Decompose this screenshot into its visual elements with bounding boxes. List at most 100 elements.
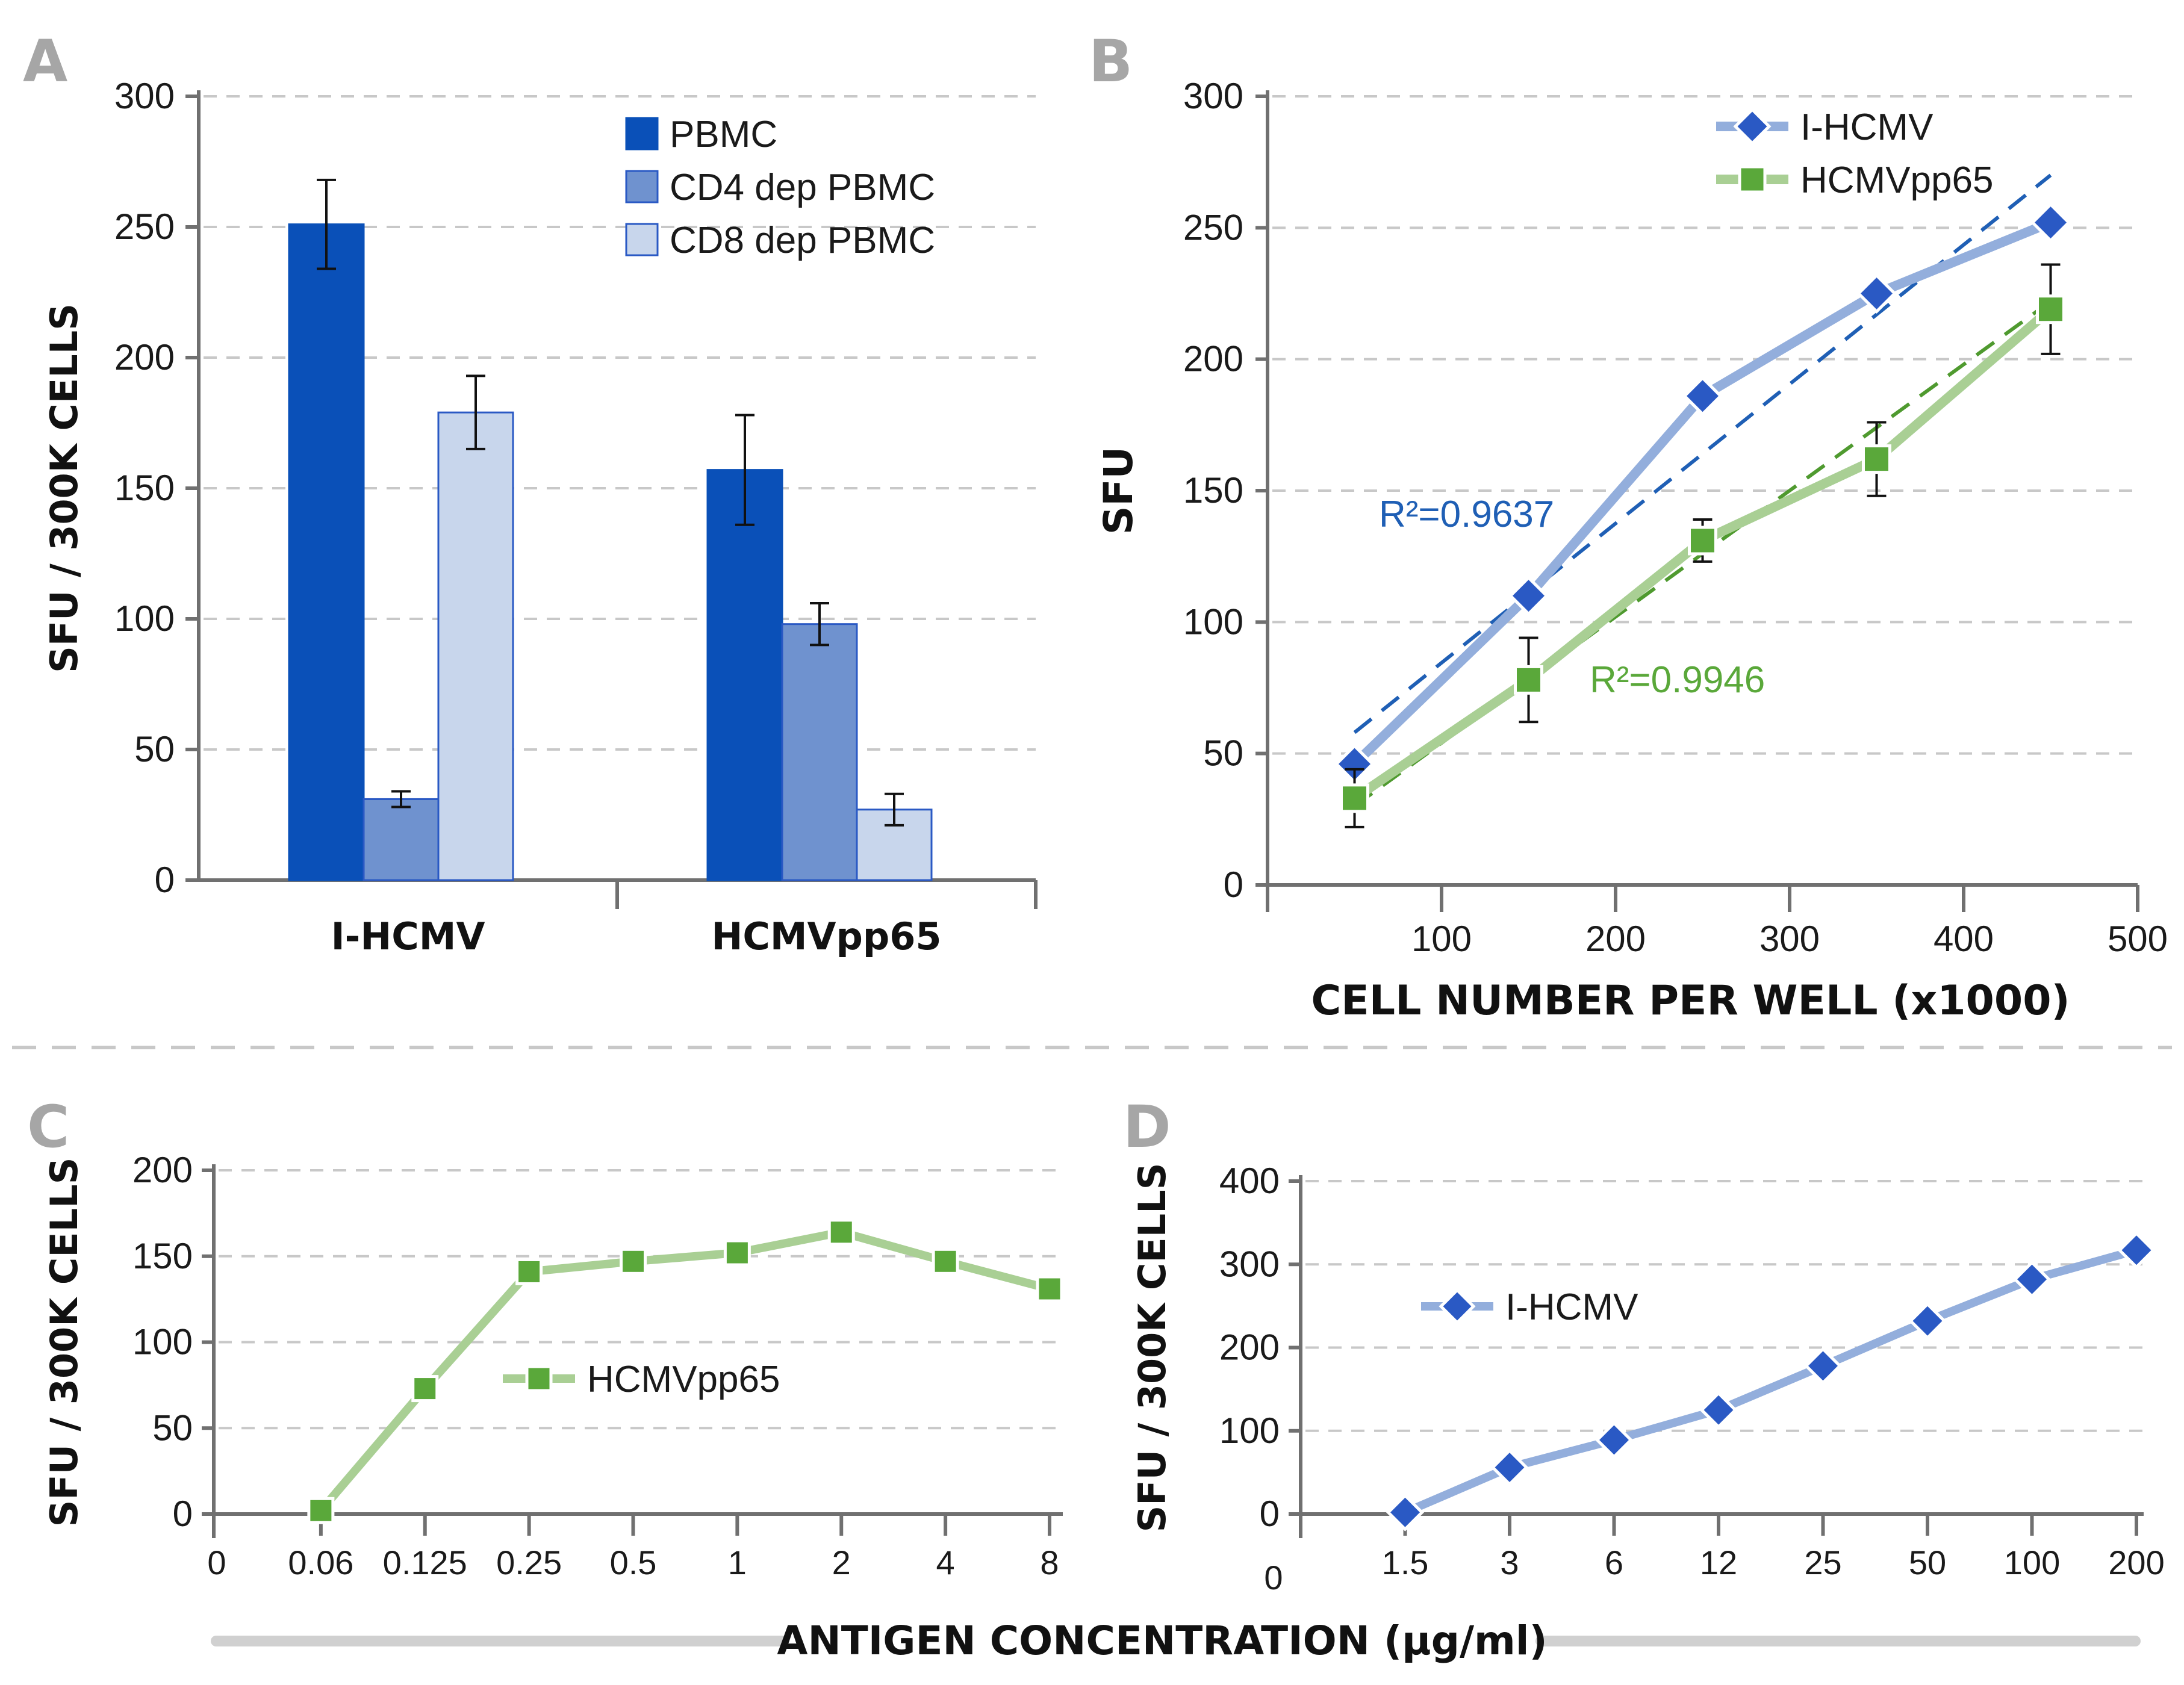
panel-b-legend-marker: [1738, 165, 1767, 194]
panel-d-xtick-label: 25: [1804, 1544, 1841, 1581]
panel-b-line-chart: 0 50 100 150 200 250 300 100 200 300 400 500 CELL NU…: [1095, 76, 2168, 1025]
panel-b-point: [1514, 665, 1543, 695]
panel-b-point: [1508, 576, 1549, 616]
panel-a-error-bar: [810, 601, 829, 647]
panel-a-bar-chart: 0 50 100 150 200 250 300 I-HCMV HCMVpp65 SFU / 30…: [42, 76, 1038, 958]
panel-b-xtick-label: 300: [1759, 919, 1820, 959]
panel-b-xtick-label: 100: [1411, 919, 1472, 959]
panel-c-xtick-label: 2: [832, 1544, 851, 1581]
panel-a-legend-label: PBMC: [670, 114, 777, 155]
panel-c-series-line: [317, 1227, 1051, 1513]
panel-d-xtick-label: 3: [1500, 1544, 1519, 1581]
panel-b-xtick-label: 400: [1934, 919, 1994, 959]
panel-b-xlabel: CELL NUMBER PER WELL (x1000): [1311, 977, 2070, 1025]
panel-a-ytick-label: 0: [155, 860, 175, 900]
panel-a-ytick-label: 100: [114, 598, 175, 639]
panel-c-ytick-label: 0: [173, 1494, 193, 1534]
panel-c-xtick-label: 0.25: [496, 1544, 562, 1581]
panel-a-ytick-label: 300: [114, 76, 175, 116]
panel-b-ytick-label: 250: [1183, 207, 1243, 247]
panel-b-point: [1856, 273, 1897, 314]
panel-b-point: [2030, 202, 2071, 243]
panel-c-xtick-label: 0: [207, 1544, 226, 1581]
panel-b-fit-line: [1353, 173, 2052, 734]
panel-c-xtick-label: 0.125: [383, 1544, 467, 1581]
panel-d-point: [1386, 1493, 1425, 1531]
panel-d-point: [2117, 1231, 2156, 1270]
panel-d-legend-marker: [1439, 1288, 1476, 1325]
panel-c-xtick-label: 4: [936, 1544, 955, 1581]
panel-b-point: [2036, 294, 2065, 324]
panel-d-ytick-label: 400: [1219, 1161, 1280, 1201]
panel-a-ylabel: SFU / 300K CELLS: [42, 303, 86, 673]
panel-b-ytick-label: 150: [1183, 470, 1243, 510]
panel-letter-b: B: [1089, 28, 1133, 95]
panel-c-ytick-label: 200: [132, 1150, 193, 1190]
panel-d-point: [1490, 1448, 1529, 1487]
panel-letter-d: D: [1123, 1093, 1171, 1161]
panel-d-xtick-label: 12: [1700, 1544, 1737, 1581]
panel-b-xtick-label: 500: [2108, 919, 2168, 959]
panel-c-line-chart: 0 50 100 150 200 0 0.06 0.125 0.25 0.5 1 2 4 8 SFU / 3…: [42, 1150, 1063, 1581]
panel-c-ylabel: SFU / 300K CELLS: [42, 1158, 86, 1527]
panel-b-ylabel: SFU: [1095, 447, 1142, 535]
panel-a-error-bar: [391, 790, 411, 808]
shared-xlabel-group: ANTIGEN CONCENTRATION (µg/ml): [211, 1618, 2141, 1664]
panel-a-error-bar: [317, 178, 336, 270]
panel-b-legend-label: HCMVpp65: [1800, 160, 1993, 201]
panel-letter-c: C: [27, 1093, 69, 1161]
panel-c-ytick-label: 150: [132, 1236, 193, 1276]
panel-b-xtick-label: 200: [1585, 919, 1646, 959]
panel-a-error-bar: [735, 414, 754, 526]
panel-d-ylabel: SFU / 300K CELLS: [1130, 1163, 1174, 1533]
panel-d-xtick-label: 1.5: [1382, 1544, 1429, 1581]
panel-b-ytick-label: 200: [1183, 339, 1243, 379]
panel-a-bar: [288, 223, 365, 881]
panel-a-legend-swatch: [625, 170, 659, 203]
panel-d-xtick-label: 6: [1605, 1544, 1623, 1581]
panel-a-ytick-label: 150: [114, 468, 175, 508]
panel-a-bar: [706, 469, 783, 881]
panel-b-point: [1862, 444, 1891, 474]
panel-c-point: [620, 1247, 647, 1275]
panel-b-ytick-label: 300: [1183, 76, 1243, 116]
panel-d-point: [1594, 1421, 1634, 1459]
panel-c-point: [515, 1258, 543, 1285]
panel-d-xtick-label: 50: [1909, 1544, 1946, 1581]
panel-a-category-label: HCMVpp65: [711, 914, 941, 958]
panel-a-legend-swatch: [625, 223, 659, 256]
panel-d-point: [1803, 1347, 1843, 1385]
panel-a-bar: [437, 411, 514, 881]
panel-a-error-bar: [466, 374, 485, 450]
panel-a-bar: [856, 808, 933, 881]
panel-d-point: [2012, 1260, 2052, 1299]
panel-a-bar: [781, 623, 858, 881]
panel-d-ytick-label: 200: [1219, 1327, 1280, 1368]
panel-d-xtick-label: 200: [2108, 1544, 2164, 1581]
panel-a-legend-swatch: [625, 117, 659, 151]
panel-c-xtick-label: 0.5: [610, 1544, 657, 1581]
panel-d-xtick-label: 0: [1264, 1559, 1283, 1597]
panel-c-point: [723, 1239, 751, 1267]
panel-d-ytick-label: 0: [1260, 1494, 1280, 1534]
panel-d-line-chart: 0 100 200 300 400 0 1.5 3 6 12 25 50 100 200 SFU / 300…: [1130, 1161, 2165, 1597]
panel-d-ytick-label: 300: [1219, 1244, 1280, 1284]
shared-xlabel-bar-left: [211, 1636, 789, 1646]
panel-c-point: [307, 1497, 335, 1524]
panel-letter-a: A: [23, 28, 67, 95]
panel-a-ytick-label: 50: [134, 729, 175, 769]
panel-a-bar: [362, 798, 440, 881]
shared-xlabel-bar-right: [1535, 1636, 2141, 1646]
panel-b-ytick-label: 0: [1224, 864, 1243, 905]
panel-b-ytick-label: 100: [1183, 601, 1243, 642]
panel-c-ytick-label: 50: [152, 1407, 193, 1448]
panel-c-legend-marker: [525, 1365, 553, 1392]
panel-c-point: [827, 1218, 855, 1246]
panel-b-legend-label: I-HCMV: [1800, 107, 1934, 148]
panel-c-point: [411, 1375, 439, 1403]
panel-c-point: [932, 1247, 959, 1275]
panel-b-legend-marker: [1733, 107, 1772, 146]
panel-a-legend-label: CD8 dep PBMC: [670, 220, 935, 261]
panel-a-ytick-label: 200: [114, 337, 175, 377]
